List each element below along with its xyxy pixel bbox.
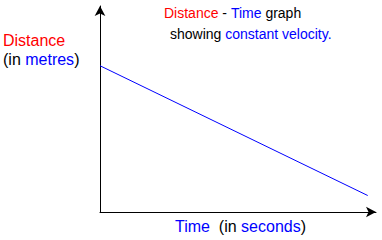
svg-text:(in: (in [3, 51, 25, 68]
svg-text:-: - [218, 5, 230, 21]
svg-text:Time: Time [231, 5, 262, 21]
svg-text:seconds: seconds [241, 218, 301, 235]
svg-text:(in: (in [210, 218, 241, 235]
svg-text:constant velocity.: constant velocity. [225, 26, 331, 42]
svg-text:graph: graph [262, 5, 302, 21]
svg-text:Distance: Distance [164, 5, 219, 21]
svg-text:Distance: Distance [3, 32, 65, 49]
svg-text:): ) [301, 218, 306, 235]
svg-text:): ) [74, 51, 79, 68]
svg-text:Time: Time [175, 218, 210, 235]
svg-text:metres: metres [25, 51, 74, 68]
svg-text:showing: showing [170, 26, 225, 42]
